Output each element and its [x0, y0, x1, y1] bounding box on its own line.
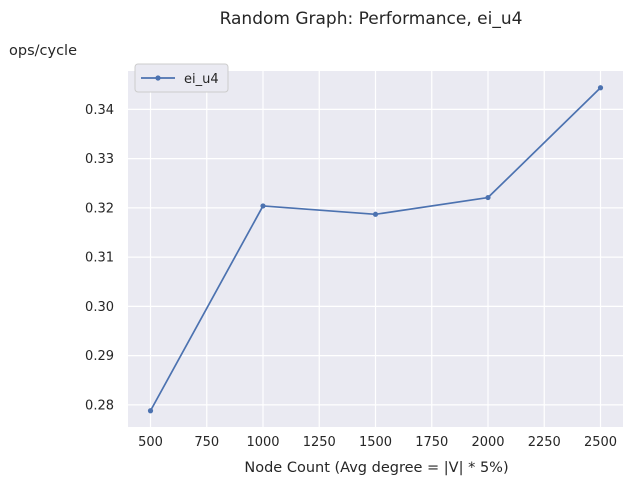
- series-group: [147, 85, 604, 414]
- legend-swatch-marker: [155, 75, 161, 81]
- y-tick-label: 0.33: [85, 152, 114, 167]
- x-tick-label: 750: [194, 435, 219, 450]
- y-axis-label: ops/cycle: [9, 43, 77, 59]
- data-point: [372, 211, 379, 217]
- data-point: [485, 194, 491, 201]
- x-tick-label: 1500: [359, 435, 392, 450]
- x-tick-labels: 500 750 1000 1250 1500 1750 2000 2250 2500: [138, 435, 617, 450]
- x-axis-label: Node Count (Avg degree = |V| * 5%): [244, 460, 508, 476]
- x-tick-label: 500: [138, 435, 163, 450]
- y-tick-labels: 0.28 0.29 0.30 0.31 0.32 0.33 0.34: [85, 103, 114, 413]
- x-tick-label: 2250: [528, 435, 561, 450]
- x-tick-label: 2500: [584, 435, 617, 450]
- data-point: [147, 408, 154, 414]
- y-tick-label: 0.30: [85, 300, 114, 315]
- chart-title: Random Graph: Performance, ei_u4: [220, 9, 523, 29]
- legend-entry-ei_u4: ei_u4: [184, 72, 219, 87]
- legend: ei_u4: [134, 63, 229, 93]
- x-tick-label: 1750: [415, 435, 448, 450]
- y-tick-label: 0.32: [85, 201, 114, 216]
- y-tick-label: 0.29: [85, 349, 114, 364]
- y-tick-label: 0.28: [85, 398, 114, 413]
- x-tick-label: 1000: [246, 435, 279, 450]
- data-point: [597, 85, 604, 91]
- grid-lines: [128, 71, 623, 427]
- y-tick-label: 0.31: [85, 251, 114, 266]
- y-tick-label: 0.34: [85, 103, 114, 118]
- legend-box: [134, 63, 229, 93]
- data-point: [260, 203, 266, 209]
- x-tick-label: 2000: [471, 435, 504, 450]
- x-tick-label: 1250: [303, 435, 336, 450]
